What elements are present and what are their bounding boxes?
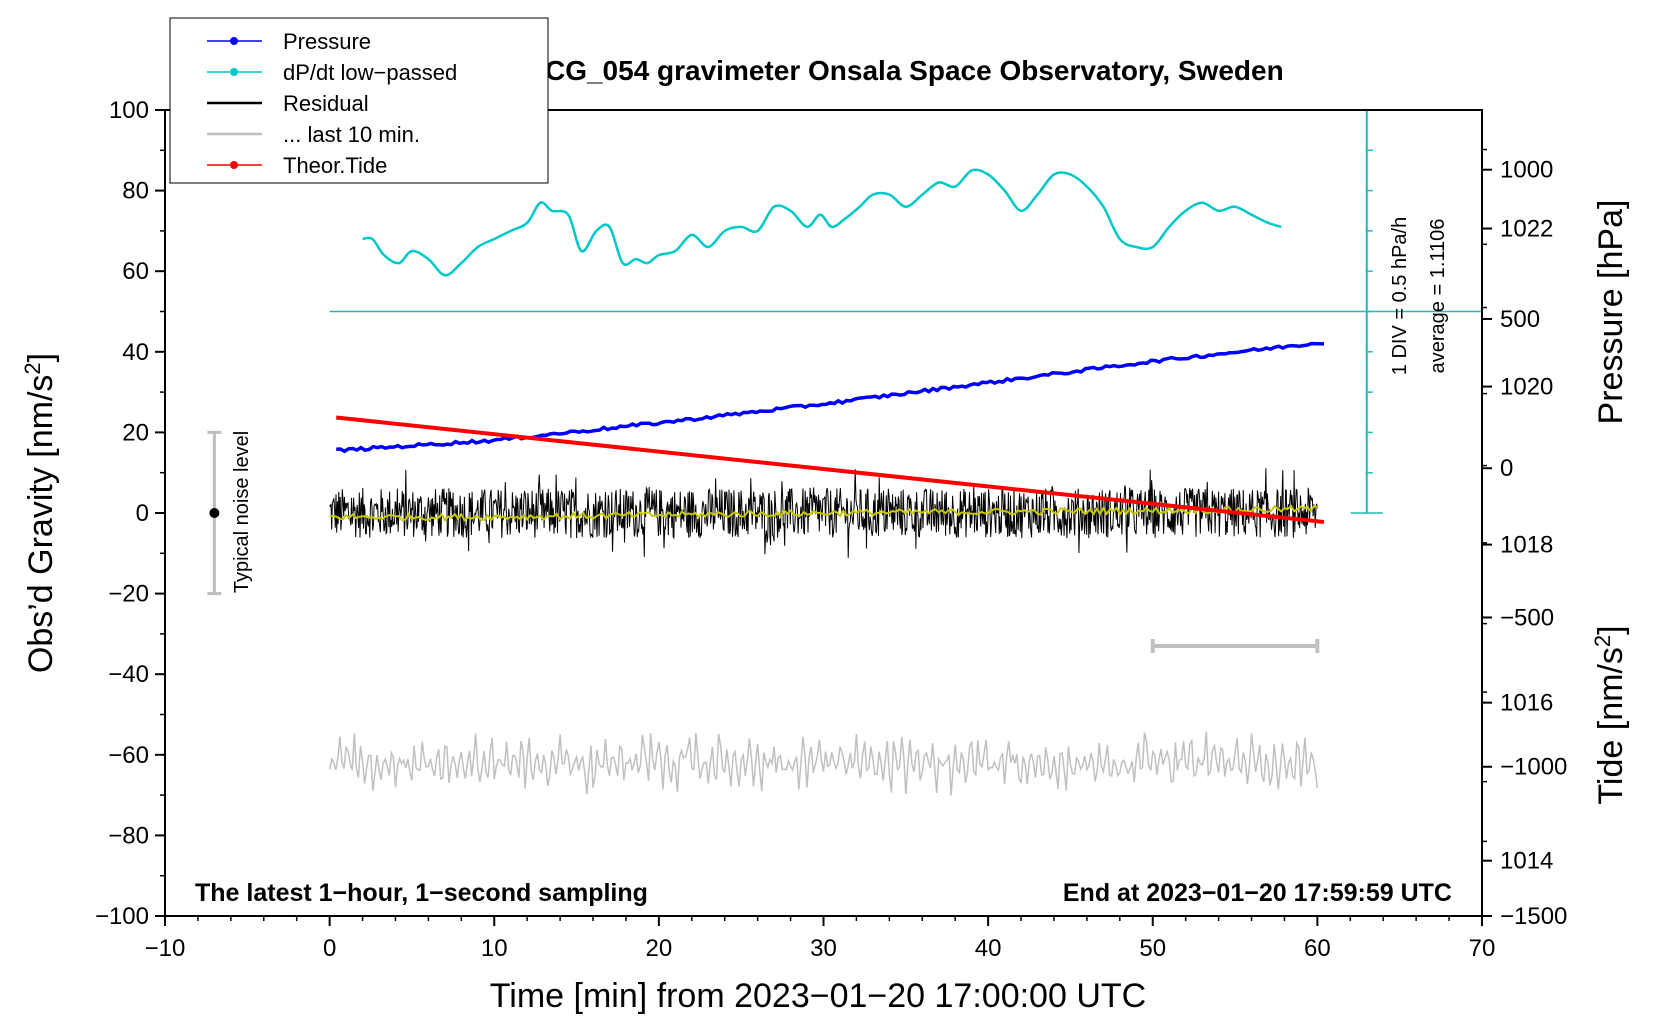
last-10-min-bar: [1150, 638, 1320, 653]
tide-axis-label: Tide [nm/s2]: [1590, 625, 1630, 804]
x-tick-label: 10: [481, 935, 508, 962]
x-tick-label: 50: [1139, 935, 1166, 962]
y-tick-label: −40: [108, 661, 149, 688]
y-axis-left-label: Obs’d Gravity [nm/s2]: [20, 353, 60, 673]
x-axis-ticks: −10 0 10 20 30 40 50 60 70: [145, 916, 1496, 962]
dpdt-line: [362, 168, 1282, 277]
x-tick-label: 30: [810, 935, 837, 962]
y-tick-label: −100: [95, 903, 149, 930]
y-tick-label: 40: [122, 339, 149, 366]
tide-tick-label: 1000: [1500, 157, 1553, 184]
noise-level-bar: [207, 430, 222, 596]
y-tick-label: −80: [108, 822, 149, 849]
legend-entries: Pressure dP/dt low−passed Residual ... last…: [207, 29, 457, 178]
div-text: 1 DIV = 0.5 hPa/h: [1389, 217, 1411, 375]
tide-line: [335, 415, 1325, 524]
x-tick-label: 0: [323, 935, 336, 962]
y-tick-label: 60: [122, 258, 149, 285]
tide-label-sup: 2: [1590, 635, 1615, 647]
tide-tick-label: −1500: [1500, 903, 1567, 930]
x-tick-label: 70: [1469, 935, 1496, 962]
pressure-tick-label: 1022: [1500, 216, 1553, 243]
pressure-tick-label: 1014: [1500, 848, 1553, 875]
y-tick-label: −20: [108, 581, 149, 608]
legend: Pressure dP/dt low−passed Residual ... last…: [169, 17, 549, 184]
last-10-min-line: [328, 731, 1319, 796]
y-tick-label: 20: [122, 419, 149, 446]
pressure-tick-label: 1020: [1500, 374, 1553, 401]
y-tick-label: 0: [136, 500, 149, 527]
x-axis-label: Time [min] from 2023−01−20 17:00:00 UTC: [490, 977, 1146, 1015]
residual-smoothed-line: [329, 504, 1318, 522]
legend-label: ... last 10 min.: [283, 122, 420, 147]
residual-smoothed-series: [329, 504, 1318, 522]
x-tick-label: 60: [1304, 935, 1331, 962]
tide-tick-label: −1000: [1500, 754, 1567, 781]
legend-swatch-marker: [230, 68, 238, 76]
pressure-tick-label: 1018: [1500, 532, 1553, 559]
y-label-sup: 2: [20, 362, 45, 374]
chart-title: SCG_054 gravimeter Onsala Space Observat…: [526, 55, 1283, 86]
tide-label-main: Tide [nm/s: [1592, 647, 1630, 804]
legend-label: Residual: [283, 91, 369, 116]
legend-label: Theor.Tide: [283, 153, 387, 178]
x-tick-label: −10: [145, 935, 186, 962]
x-tick-label: 20: [646, 935, 673, 962]
pressure-series: [336, 341, 1325, 454]
y-tick-label: 80: [122, 178, 149, 205]
tide-label-end: ]: [1592, 625, 1630, 634]
pressure-tick-label: 1016: [1500, 690, 1553, 717]
y-axis-ticks: −100 −80 −60 −40 −20 0 20 40 60 80 100: [95, 97, 165, 930]
tide-axis-ticks: −1500 −1000 −500 0 500 1000: [1482, 157, 1567, 930]
tide-tick-label: 500: [1500, 306, 1540, 333]
last-10-min-series: [328, 731, 1319, 796]
tide-series: [335, 415, 1325, 524]
y-label-main: Obs’d Gravity [nm/s: [22, 375, 60, 674]
legend-label: dP/dt low−passed: [283, 60, 457, 85]
bottom-left-note: The latest 1−hour, 1−second sampling: [195, 879, 648, 907]
legend-label: Pressure: [283, 29, 371, 54]
noise-level-label: Typical noise level: [231, 431, 253, 593]
pressure-line: [336, 341, 1325, 454]
residual-series: [329, 468, 1318, 558]
noise-bar-center-dot: [209, 508, 220, 518]
legend-swatch-marker: [230, 37, 238, 45]
dpdt-series: [362, 168, 1282, 277]
tide-tick-label: 0: [1500, 455, 1513, 482]
pressure-axis-label: Pressure [hPa]: [1592, 200, 1630, 425]
y-tick-label: −60: [108, 742, 149, 769]
tide-tick-label: −500: [1500, 604, 1554, 631]
x-tick-label: 40: [975, 935, 1002, 962]
y-tick-label: 100: [109, 97, 149, 124]
average-text: average = 1.1106: [1427, 219, 1449, 374]
y-label-end: ]: [22, 353, 60, 362]
legend-box: [169, 17, 549, 184]
legend-swatch-marker: [230, 161, 238, 169]
pressure-axis-ticks: 1014 1016 1018 1020 1022: [1482, 148, 1553, 875]
bottom-right-note: End at 2023−01−20 17:59:59 UTC: [1063, 879, 1452, 907]
residual-line: [329, 468, 1318, 558]
